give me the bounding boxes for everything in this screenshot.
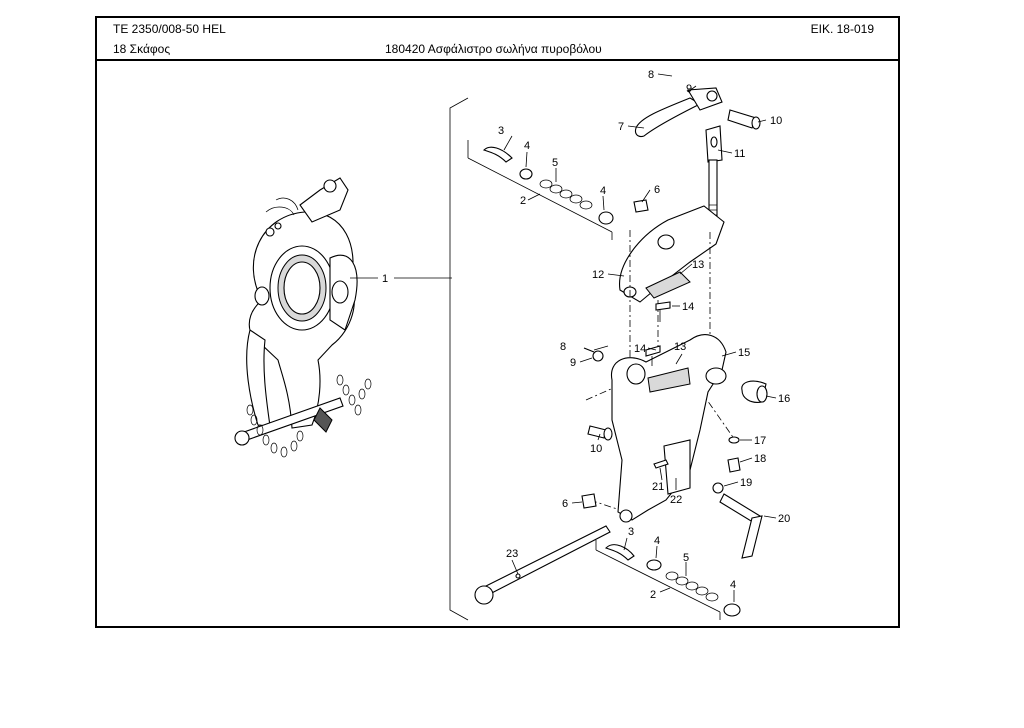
callout-13: 13 [692,259,704,271]
callout-10: 10 [590,443,602,455]
callout-3: 3 [498,125,504,137]
callout-18: 18 [754,453,766,465]
callout-21: 21 [652,481,664,493]
callout-9: 9 [570,357,576,369]
group-title: 18 Σκάφος [113,42,171,56]
drawing-frame: TE 2350/008-50 HEL ΕΙΚ. 18-019 18 Σκάφος… [95,16,900,628]
callout-4: 4 [524,140,530,152]
callout-23: 23 [506,548,518,560]
callout-2: 2 [520,195,526,207]
part-title: 180420 Ασφάλιστρο σωλήνα πυροβόλου [385,42,602,56]
callout-8: 8 [560,341,566,353]
callout-14: 14 [634,343,646,355]
callout-8: 8 [648,69,654,81]
exploded-view [467,73,777,620]
callout-9: 9 [686,83,692,95]
callout-5: 5 [552,157,558,169]
callout-11: 11 [734,148,745,160]
callout-7: 7 [618,121,624,133]
callout-6: 6 [654,184,660,196]
callout-20: 20 [778,513,790,525]
callout-12: 12 [592,269,604,281]
callout-17: 17 [754,435,766,447]
assembled-lock-illustration [234,177,452,458]
header-divider [97,59,898,61]
callout-16: 16 [778,393,790,405]
callout-14: 14 [682,301,694,313]
document-code: TE 2350/008-50 HEL [113,22,226,36]
exploded-view-bracket [449,97,469,621]
callout-6: 6 [562,498,568,510]
callout-2: 2 [650,589,656,601]
callout-4: 4 [730,579,736,591]
callout-labels: 1 3 4 5 4 2 6 7 8 9 10 11 12 13 14 8 9 1… [382,69,790,601]
callout-4: 4 [654,535,660,547]
callout-1: 1 [382,273,388,285]
callout-13: 13 [674,341,686,353]
callout-19: 19 [740,477,752,489]
callout-5: 5 [683,552,689,564]
figure-number: ΕΙΚ. 18-019 [810,22,874,36]
callout-3: 3 [628,526,634,538]
callout-22: 22 [670,494,682,506]
callout-10: 10 [770,115,782,127]
callout-15: 15 [738,347,750,359]
callout-4: 4 [600,185,606,197]
